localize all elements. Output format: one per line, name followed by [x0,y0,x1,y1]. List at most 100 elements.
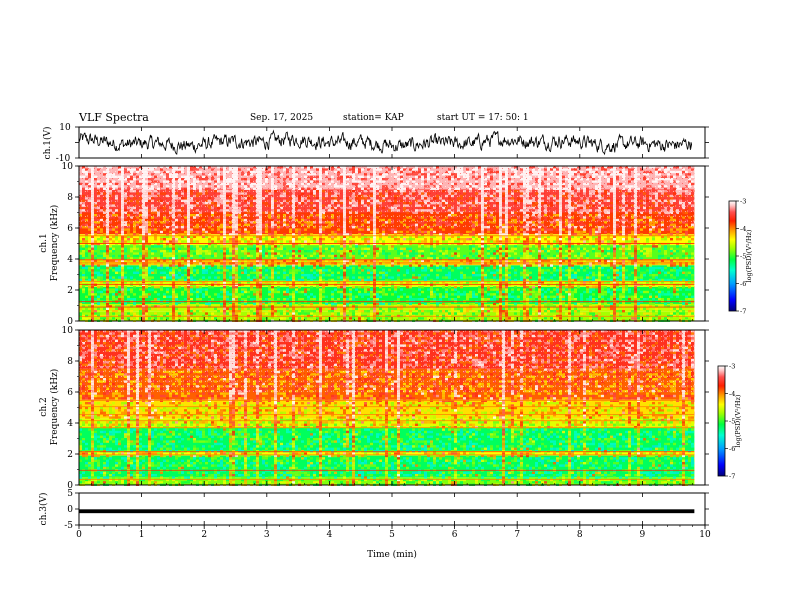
spectrogram-cell [172,305,175,308]
spectrogram-cell [247,252,250,255]
spectrogram-cell [442,240,445,243]
spectrogram-cell [196,290,199,294]
spectrogram-cell [274,238,277,241]
spectrogram-cell [421,290,424,294]
spectrogram-cell [139,295,142,298]
spectrogram-cell [190,230,193,234]
spectrogram-cell [91,312,94,315]
spectrogram-cell [229,312,232,315]
spectrogram-cell [475,281,478,284]
spectrogram-cell [208,238,211,241]
spectrogram-cell [112,276,115,279]
spectrogram-cell [433,245,436,248]
spectrogram-cell [400,235,403,238]
spectrogram-cell [292,238,295,241]
spectrogram-cell [253,298,256,301]
spectrogram-cell [181,235,184,238]
spectrogram-cell [223,245,226,248]
spectrogram-cell [262,254,265,258]
spectrogram-cell [304,293,307,296]
spectrogram-cell [313,307,316,310]
spectrogram-cell [433,293,436,296]
spectrogram-cell [427,245,430,248]
spectrogram-cell [82,290,85,294]
spectrogram-cell [166,317,169,320]
spectrogram-cell [436,305,439,308]
spectrogram-cell [220,233,223,236]
spectrogram-cell [133,278,136,282]
spectrogram-cell [100,250,103,253]
spectrogram-cell [190,298,193,301]
spectrogram-cell [103,240,106,243]
spectrogram-cell [394,286,397,289]
spectrogram-cell [265,252,268,255]
spectrogram-cell [415,307,418,310]
spectrogram-cell [139,240,142,243]
spectrogram-cell [361,257,364,260]
spectrogram-cell [238,230,241,234]
spectrogram-cell [340,242,343,246]
spectrogram-cell [310,302,313,306]
spectrogram-cell [181,259,184,262]
spectrogram-cell [214,242,217,246]
spectrogram-cell [175,250,178,253]
spectrogram-cell [490,228,493,231]
spectrogram-cell [142,257,145,260]
spectrogram-cell [127,298,130,301]
spectrogram-cell [292,276,295,279]
spectrogram-cell [343,242,346,246]
spectrogram-cell [418,276,421,279]
spectrogram-cell [487,240,490,243]
spectrogram-cell [154,286,157,289]
spectrogram-cell [169,271,172,274]
spectrogram-cell [79,257,82,260]
spectrogram-cell [457,242,460,246]
spectrogram-cell [481,269,484,272]
spectrogram-cell [448,247,451,250]
spectrogram-cell [292,312,295,315]
spectrogram-cell [373,238,376,241]
spectrogram-cell [259,307,262,310]
spectrogram-cell [160,286,163,289]
spectrogram-cell [289,257,292,260]
spectrogram-cell [349,295,352,298]
spectrogram-cell [169,305,172,308]
spectrogram-cell [232,235,235,238]
spectrogram-cell [460,305,463,308]
spectrogram-cell [184,278,187,282]
spectrogram-cell [190,312,193,315]
spectrogram-cell [292,305,295,308]
spectrogram-cell [259,290,262,294]
spectrogram-cell [319,230,322,234]
spectrogram-cell [217,235,220,238]
spectrogram-cell [457,293,460,296]
spectrogram-cell [133,230,136,234]
spectrogram-cell [190,317,193,320]
spectrogram-cell [142,233,145,236]
spectrogram-cell [97,290,100,294]
spectrogram-cell [115,271,118,274]
spectrogram-cell [448,317,451,320]
spectrogram-cell [238,307,241,310]
spectrogram-cell [142,286,145,289]
spectrogram-cell [289,302,292,306]
spectrogram-cell [364,302,367,306]
spectrogram-cell [85,310,88,313]
spectrogram-cell [139,288,142,291]
spectrogram-cell [112,317,115,320]
spectrogram-cell [145,264,148,267]
spectrogram-cell [310,269,313,272]
spectrogram-cell [235,269,238,272]
spectrogram-cell [232,286,235,289]
spectrogram-cell [115,298,118,301]
spectrogram-cell [472,235,475,238]
spectrogram-cell [430,312,433,315]
spectrogram-cell [439,310,442,313]
spectrogram-cell [316,247,319,250]
spectrogram-cell [454,293,457,296]
spectrogram-cell [478,288,481,291]
spectrogram-cell [367,271,370,274]
spectrogram-cell [409,295,412,298]
spectrogram-cell [82,259,85,262]
spectrogram-cell [322,286,325,289]
